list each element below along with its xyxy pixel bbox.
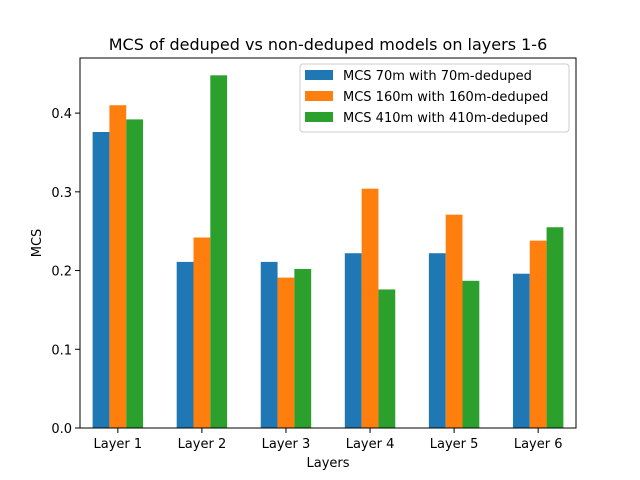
bar-3-layer-5 [462, 280, 480, 428]
x-tick-label: Layer 1 [94, 437, 143, 452]
x-tick-label: Layer 6 [514, 437, 563, 452]
bar-3-layer-6 [546, 227, 564, 428]
bars-layer [92, 75, 564, 429]
legend: MCS 70m with 70m-deduped MCS 160m with 1… [299, 63, 570, 133]
bar-1-layer-1 [92, 132, 110, 428]
legend-swatch-160m [305, 91, 333, 101]
y-axis-label: MCS [30, 229, 45, 258]
x-axis-label: Layers [306, 456, 349, 471]
bar-2-layer-6 [529, 240, 547, 428]
bar-2-layer-5 [445, 214, 463, 428]
legend-label-160m: MCS 160m with 160m-deduped [343, 90, 548, 105]
y-tick-label: 0.2 [51, 265, 72, 280]
bar-1-layer-4 [344, 253, 362, 428]
x-tick-label: Layer 2 [178, 437, 227, 452]
bar-3-layer-2 [210, 75, 228, 428]
x-tick-label: Layer 4 [346, 437, 395, 452]
legend-frame [299, 63, 570, 133]
chart-title: MCS of deduped vs non-deduped models on … [109, 35, 548, 54]
bar-1-layer-2 [176, 261, 194, 428]
axes-layer: Layer 1 Layer 2 Layer 3 Layer 4 Layer 5 Layer… [51, 107, 562, 452]
bar-1-layer-6 [512, 273, 530, 428]
legend-swatch-70m [305, 70, 333, 80]
legend-label-410m: MCS 410m with 410m-deduped [343, 111, 548, 126]
y-tick-label: 0.1 [51, 343, 72, 358]
bar-2-layer-2 [193, 237, 211, 428]
legend-swatch-410m [305, 112, 333, 122]
x-tick-label: Layer 3 [262, 437, 311, 452]
bar-2-layer-4 [361, 188, 379, 428]
bar-2-layer-1 [109, 105, 127, 428]
bar-2-layer-3 [277, 277, 295, 428]
bar-3-layer-4 [378, 289, 396, 428]
bar-1-layer-5 [428, 253, 446, 428]
x-tick-label: Layer 5 [430, 437, 479, 452]
y-tick-label: 0.4 [51, 107, 72, 122]
legend-label-70m: MCS 70m with 70m-deduped [343, 69, 532, 84]
plot-frame [79, 57, 577, 429]
bar-1-layer-3 [260, 261, 278, 428]
bar-3-layer-3 [294, 268, 312, 428]
bar-3-layer-1 [126, 119, 144, 429]
y-tick-label: 0.3 [51, 186, 72, 201]
y-tick-label: 0.0 [51, 422, 72, 437]
